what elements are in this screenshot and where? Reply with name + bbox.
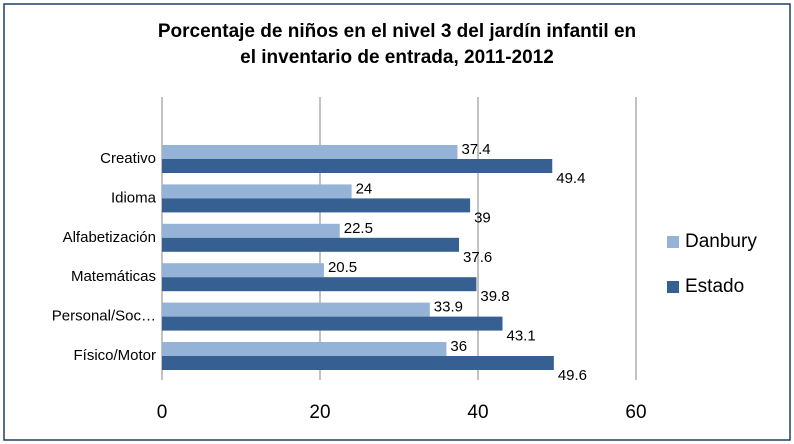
bar <box>162 184 352 199</box>
data-label: 37.4 <box>461 141 490 158</box>
bar <box>162 342 447 356</box>
legend-label: Estado <box>685 276 744 297</box>
data-label: 37.6 <box>463 249 492 266</box>
x-tick-label: 20 <box>309 402 330 423</box>
y-tick-label: Idioma <box>111 189 157 206</box>
bar <box>162 356 554 370</box>
chart-title: el inventario de entrada, 2011-2012 <box>240 47 554 68</box>
bar <box>162 302 430 317</box>
bar <box>162 223 340 238</box>
bar <box>162 263 324 278</box>
bar <box>162 198 471 213</box>
bar <box>162 159 553 173</box>
chart-border <box>3 3 791 441</box>
x-tick-label: 40 <box>467 402 488 423</box>
data-label: 33.9 <box>434 299 463 316</box>
y-tick-label: Matemáticas <box>71 268 156 285</box>
y-tick-label: Alfabetización <box>63 229 156 246</box>
x-tick-label: 0 <box>157 402 168 423</box>
data-label: 43.1 <box>506 328 535 345</box>
chart-title: Porcentaje de niños en el nivel 3 del ja… <box>158 21 636 42</box>
legend-swatch <box>667 236 679 248</box>
y-tick-label: Creativo <box>100 150 156 167</box>
data-label: 49.4 <box>556 170 585 187</box>
data-label: 36 <box>450 338 467 355</box>
y-tick-label: Personal/Soc… <box>52 308 156 325</box>
legend-label: Danbury <box>685 231 757 252</box>
bar <box>162 316 503 331</box>
y-tick-label: Físico/Motor <box>73 347 156 364</box>
bar <box>162 237 460 252</box>
data-label: 39.8 <box>480 288 509 305</box>
bar <box>162 145 458 159</box>
data-label: 24 <box>356 180 373 197</box>
data-label: 22.5 <box>344 220 373 237</box>
data-label: 49.6 <box>558 367 587 384</box>
x-tick-label: 60 <box>625 402 646 423</box>
data-label: 20.5 <box>328 259 357 276</box>
data-label: 39 <box>474 209 491 226</box>
bar <box>162 277 477 292</box>
legend-swatch <box>667 281 679 293</box>
